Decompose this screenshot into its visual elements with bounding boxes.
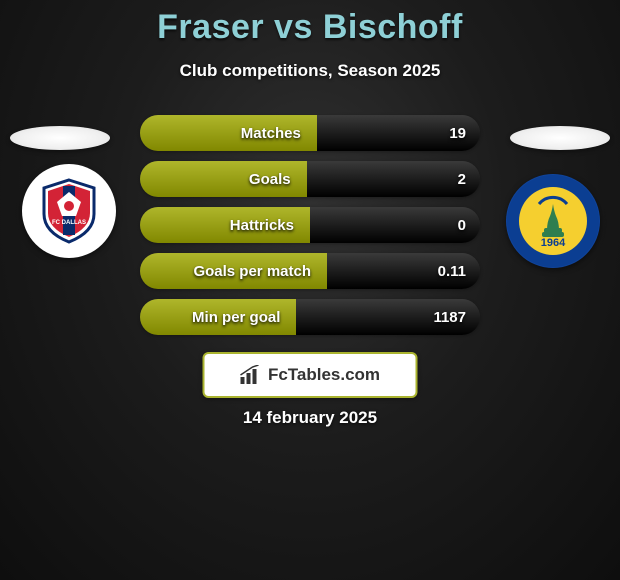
svg-text:1964: 1964 <box>541 237 566 249</box>
stat-label-area: Matches <box>140 115 317 151</box>
stat-label-area: Goals <box>140 161 307 197</box>
stat-value-area: 0.11 <box>327 253 480 289</box>
bars-icon <box>240 365 262 385</box>
club-badge-right: 1964 <box>506 174 600 268</box>
page-title: Fraser vs Bischoff <box>0 0 620 47</box>
date-text: 14 february 2025 <box>0 408 620 428</box>
stat-value: 0 <box>458 217 466 234</box>
fc-dallas-icon: FC DALLAS <box>34 176 104 246</box>
stat-value: 2 <box>458 171 466 188</box>
player-left-ellipse <box>10 126 110 150</box>
stat-label: Goals <box>249 171 291 188</box>
stat-row: Min per goal 1187 <box>140 299 480 335</box>
svg-text:FC DALLAS: FC DALLAS <box>52 220 86 226</box>
stat-value: 1187 <box>433 309 466 326</box>
stat-value-area: 1187 <box>296 299 480 335</box>
stat-value: 19 <box>449 125 466 142</box>
stat-row: Matches 19 <box>140 115 480 151</box>
stat-label-area: Min per goal <box>140 299 296 335</box>
stat-value-area: 0 <box>310 207 480 243</box>
stat-row: Goals 2 <box>140 161 480 197</box>
stat-label: Matches <box>241 125 301 142</box>
stat-row: Hattricks 0 <box>140 207 480 243</box>
stats-panel: Matches 19 Goals 2 Hattricks 0 Goals per match… <box>140 115 480 345</box>
brondby-icon: 1964 <box>506 174 600 268</box>
subtitle: Club competitions, Season 2025 <box>0 61 620 81</box>
stat-label: Goals per match <box>193 263 311 280</box>
fctables-box[interactable]: FcTables.com <box>203 352 418 398</box>
stat-row: Goals per match 0.11 <box>140 253 480 289</box>
player-right-ellipse <box>510 126 610 150</box>
stat-value-area: 19 <box>317 115 480 151</box>
stat-label-area: Hattricks <box>140 207 310 243</box>
stat-label: Hattricks <box>230 217 294 234</box>
fctables-label: FcTables.com <box>268 365 380 385</box>
club-badge-left: FC DALLAS <box>22 164 116 258</box>
stat-label: Min per goal <box>192 309 280 326</box>
stat-label-area: Goals per match <box>140 253 327 289</box>
stat-value: 0.11 <box>438 263 466 280</box>
stat-value-area: 2 <box>307 161 480 197</box>
